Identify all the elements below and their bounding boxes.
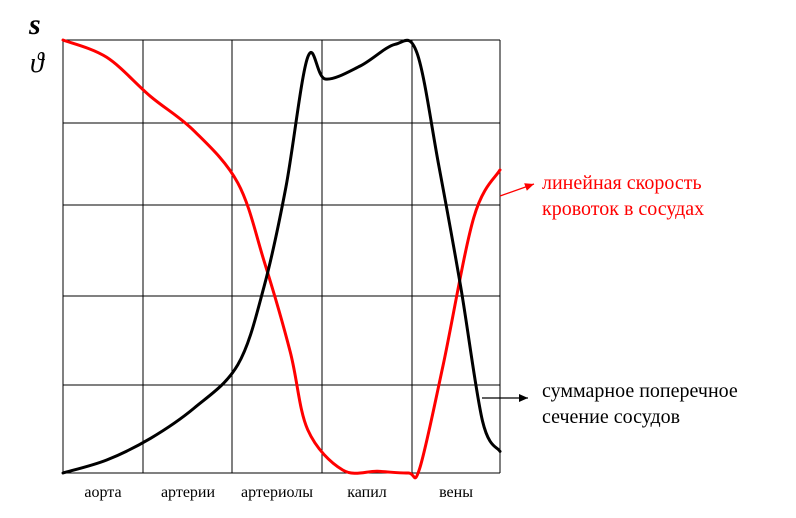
legend-cross-section-line-1: суммарное поперечное — [542, 380, 738, 402]
legend-cross-section-line-2: сечение сосудов — [542, 406, 681, 428]
legend-cross-section: суммарное поперечное сечение сосудов — [542, 378, 738, 430]
velocity-line — [61, 38, 502, 480]
legend-velocity-line-1: линейная скорость — [542, 172, 702, 194]
legend-arrows — [482, 183, 535, 402]
y-axis-symbol-theta: ϑ — [30, 48, 44, 79]
x-tick-label: аорта — [84, 484, 122, 501]
series-layer — [61, 38, 502, 480]
x-tick-label: артериолы — [240, 484, 314, 501]
cross-section-line — [61, 38, 502, 475]
y-axis-symbol-s: s — [29, 8, 41, 41]
legend-velocity: линейная скорость кровоток в сосудах — [542, 170, 704, 222]
x-tick-label: капил — [347, 484, 387, 501]
x-tick-label: артерии — [160, 484, 216, 501]
velocity-legend-arrow-head — [524, 183, 534, 191]
legend-velocity-line-2: кровоток в сосудах — [542, 198, 705, 220]
cross-section-legend-arrow-head — [519, 394, 528, 402]
x-tick-label: вены — [439, 484, 473, 501]
